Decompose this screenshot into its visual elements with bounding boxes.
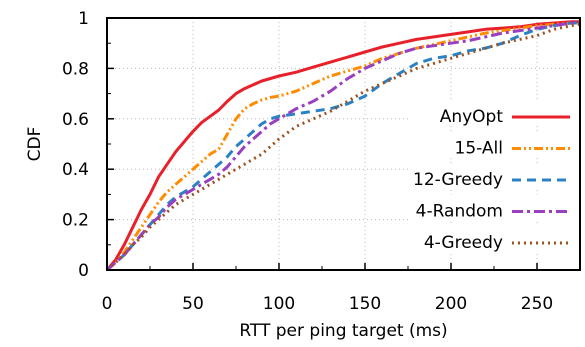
y-axis: 0 0.2 0.4 0.6 0.8 1 (62, 9, 114, 281)
legend-label: 4-Random (416, 202, 503, 222)
y-tick-label: 1 (78, 9, 89, 29)
grid (107, 18, 580, 270)
legend-bg (410, 131, 578, 158)
series-line-anyopt (105, 20, 580, 271)
y-tick-label: 0 (78, 261, 89, 281)
series-line-12-greedy (106, 21, 580, 272)
x-tick-label: 250 (521, 294, 553, 314)
legend-label: 12-Greedy (413, 170, 503, 190)
series-line-4-greedy (106, 22, 581, 272)
x-axis-title: RTT per ping target (ms) (239, 321, 447, 341)
legend-label: 4-Greedy (424, 233, 503, 253)
legend-bg (410, 226, 578, 252)
y-axis-title: CDF (25, 127, 45, 162)
y-tick-label: 0.4 (62, 160, 89, 180)
y-tick-label: 0.8 (62, 59, 89, 79)
legend-label: 15-All (455, 139, 503, 159)
legend-label: AnyOpt (440, 107, 504, 127)
legend: AnyOpt 15-All 12-Greedy 4-Random 4-Greedy (410, 100, 578, 253)
x-tick-label: 100 (263, 294, 295, 314)
series-line-4-random (106, 21, 580, 272)
plot-lines (105, 20, 581, 272)
series-line-15-all (106, 21, 580, 272)
y-tick-label: 0.2 (62, 211, 89, 231)
x-axis: 0 50 100 150 200 250 (102, 263, 553, 314)
legend-bg (410, 163, 578, 189)
x-tick-label: 50 (182, 294, 204, 314)
x-tick-label: 200 (435, 294, 467, 314)
y-tick-label: 0.6 (62, 110, 89, 130)
x-tick-label: 0 (102, 294, 113, 314)
legend-bg (410, 100, 578, 126)
x-tick-label: 150 (349, 294, 381, 314)
legend-bg (410, 194, 578, 221)
